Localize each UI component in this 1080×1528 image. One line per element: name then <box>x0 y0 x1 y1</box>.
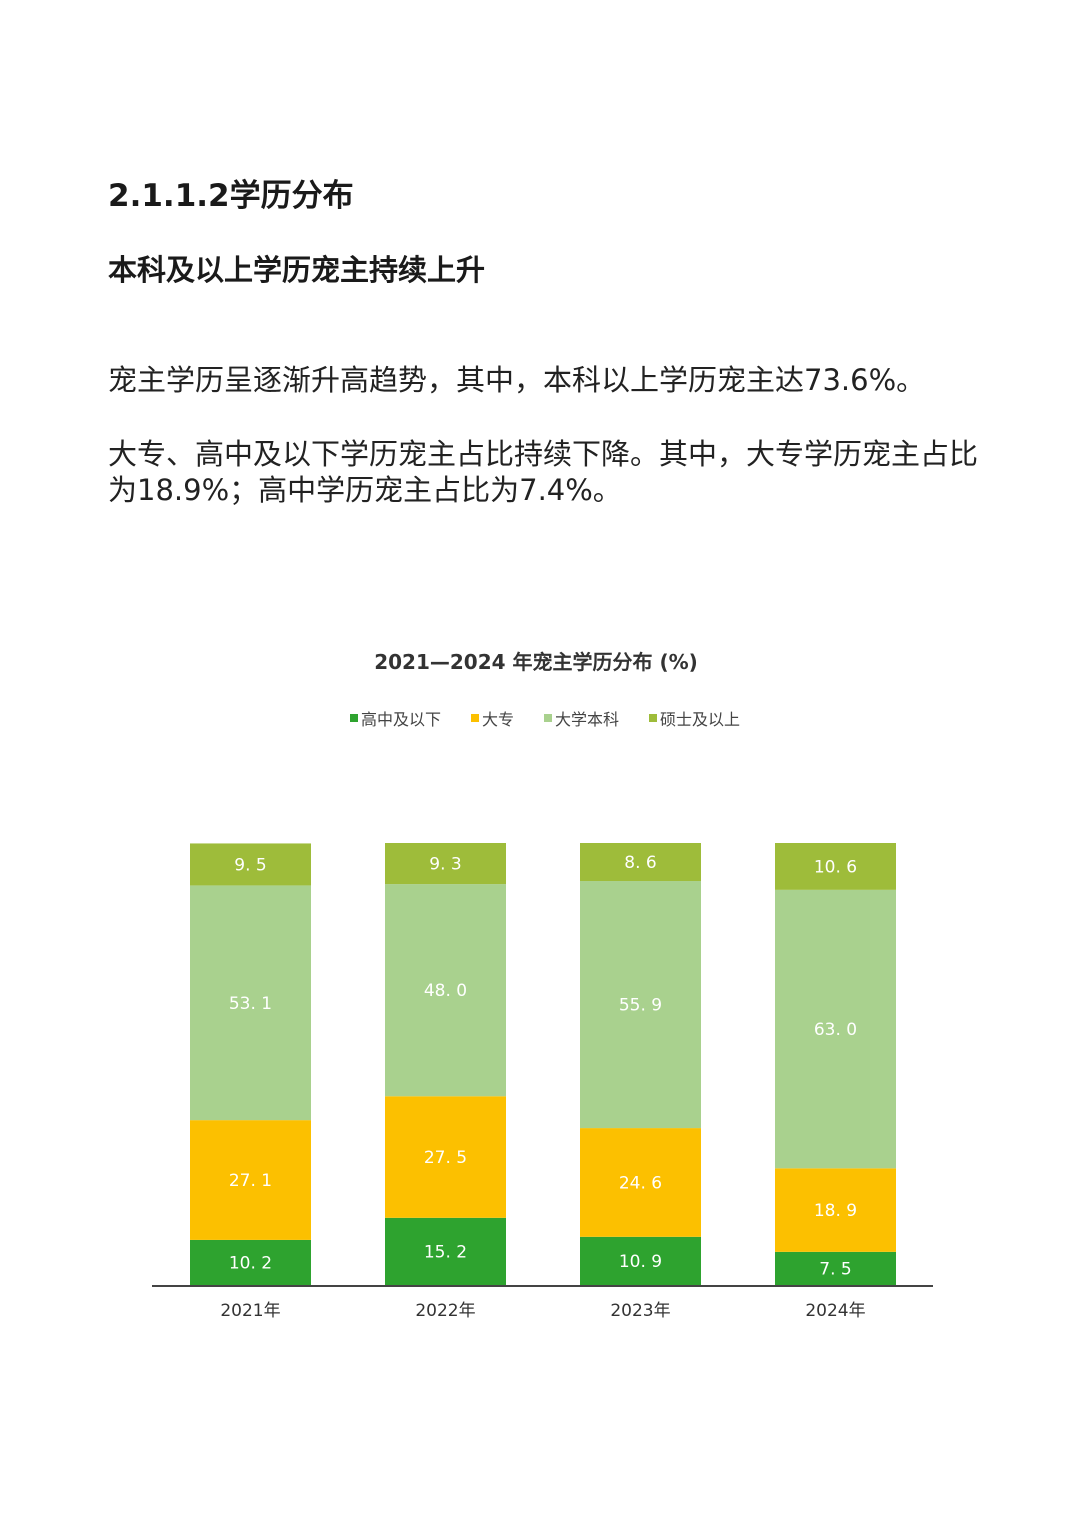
legend-label-bachelor: 大学本科 <box>555 710 620 729</box>
bar-segment-highschool-3 <box>580 1236 701 1285</box>
bar-label-bachelor-3: 55. 9 <box>619 996 662 1016</box>
bar-label-highschool-2: 15. 2 <box>424 1242 467 1262</box>
legend-item-college: 大专 <box>470 706 514 730</box>
bar-segment-highschool-2 <box>385 1217 506 1285</box>
chart-title: 2021—2024 年宠主学历分布 (%) <box>374 650 698 674</box>
bar-label-bachelor-2: 48. 0 <box>424 981 467 1001</box>
bar-label-highschool-1: 10. 2 <box>229 1253 272 1273</box>
bar-segment-bachelor-2 <box>385 884 506 1097</box>
bar-label-master-4: 10. 6 <box>814 857 857 877</box>
bar-label-highschool-3: 10. 9 <box>619 1252 662 1272</box>
legend-label-college: 大专 <box>481 710 514 729</box>
legend-swatch-highschool <box>349 714 358 722</box>
paragraph-1: 宠主学历呈逐渐升高趋势，其中，本科以上学历宠主达73.6%。 <box>108 363 926 397</box>
legend-item-master: 硕士及以上 <box>649 706 740 730</box>
sub-heading: 本科及以上学历宠主持续上升 <box>108 253 486 287</box>
bar-label-college-1: 27. 1 <box>229 1171 272 1191</box>
bar-label-college-4: 18. 9 <box>814 1201 857 1221</box>
bar-segment-master-4 <box>775 843 896 890</box>
x-tick-label-4: 2024年 <box>805 1301 865 1321</box>
legend-label-highschool: 高中及以下 <box>360 710 441 729</box>
bar-segment-college-2 <box>385 1096 506 1218</box>
bar-segment-highschool-4 <box>775 1251 896 1285</box>
x-tick-label-2: 2022年 <box>415 1301 475 1321</box>
legend-item-bachelor: 大学本科 <box>544 706 619 730</box>
legend-swatch-bachelor <box>544 714 552 722</box>
bar-segment-college-3 <box>580 1128 701 1237</box>
bar-segment-master-2 <box>385 843 506 885</box>
bar-segment-bachelor-3 <box>580 881 701 1129</box>
legend-swatch-master <box>649 714 658 722</box>
x-tick-label-1: 2021年 <box>220 1301 280 1321</box>
bar-segment-bachelor-1 <box>190 885 311 1121</box>
bar-label-master-2: 9. 3 <box>429 855 461 875</box>
bar-segment-bachelor-4 <box>775 889 896 1169</box>
bar-segment-college-1 <box>190 1120 311 1240</box>
section-heading: 2.1.1.2学历分布 <box>108 178 354 214</box>
legend-label-master: 硕士及以上 <box>660 710 741 729</box>
bar-label-highschool-4: 7. 5 <box>819 1259 851 1279</box>
bar-label-master-3: 8. 6 <box>624 853 656 873</box>
paragraph-2: 大专、高中及以下学历宠主占比持续下降。其中，大专学历宠主占比为18.9%；高中学… <box>108 437 979 507</box>
bar-segment-highschool-1 <box>190 1239 311 1285</box>
x-tick-label-3: 2023年 <box>610 1301 670 1321</box>
bar-label-college-2: 27. 5 <box>424 1148 467 1168</box>
bar-label-college-3: 24. 6 <box>619 1173 662 1193</box>
bar-segment-master-3 <box>580 843 701 882</box>
bar-segment-master-1 <box>190 843 311 886</box>
bar-label-bachelor-1: 53. 1 <box>229 994 272 1014</box>
bar-label-bachelor-4: 63. 0 <box>814 1020 857 1040</box>
legend-swatch-college <box>470 714 479 722</box>
legend-item-highschool: 高中及以下 <box>349 706 441 730</box>
bar-label-master-1: 9. 5 <box>234 855 266 875</box>
bar-segment-college-4 <box>775 1168 896 1252</box>
chart-legend: 高中及以下 大专 大学本科 硕士及以上 <box>0 706 1080 730</box>
